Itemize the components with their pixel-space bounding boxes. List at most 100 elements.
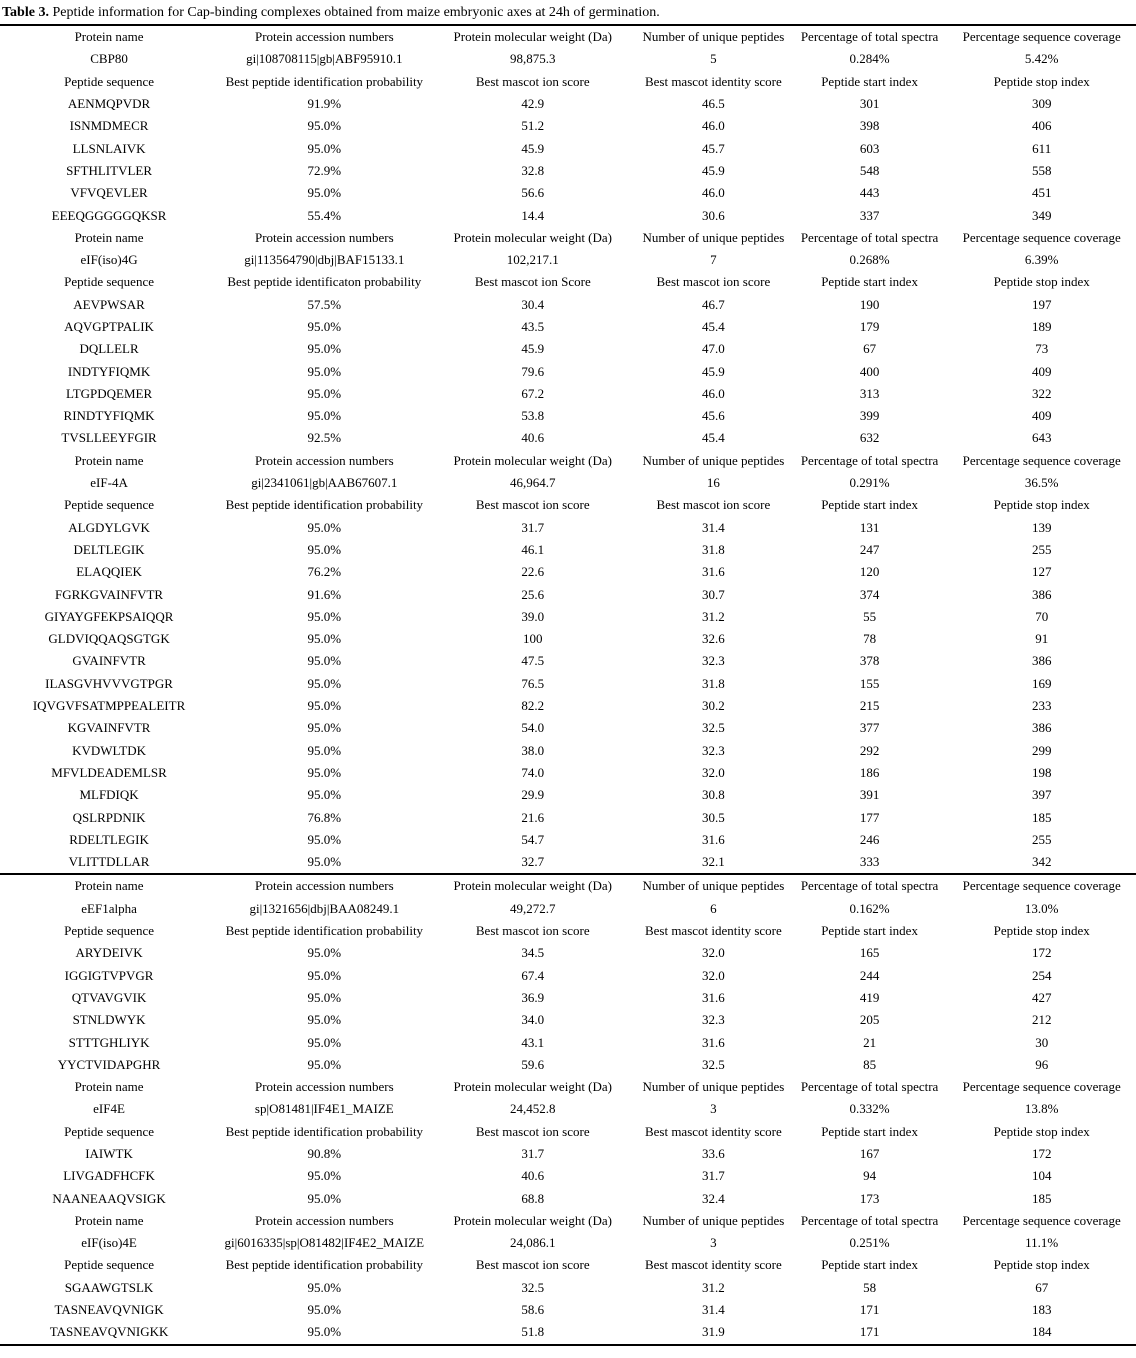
protein-info-cell: 6.39% — [1024, 252, 1059, 268]
peptide-value-cell: 255 — [1031, 541, 1052, 557]
peptide-value-cell: 45.9 — [702, 363, 725, 379]
peptide-value-cell: 399 — [859, 408, 880, 424]
peptide-header-row: Peptide sequence Best peptide identificat… — [0, 1254, 1136, 1276]
peptide-value-cell: 74.0 — [521, 764, 545, 780]
peptide-value-cell: 397 — [1031, 787, 1052, 803]
peptide-value-cell: 643 — [1031, 430, 1052, 446]
peptide-value-cell: 79.6 — [521, 363, 545, 379]
protein-info-cell: 102,217.1 — [506, 252, 559, 268]
peptide-column-header-cell: Peptide start index — [821, 1123, 918, 1139]
peptide-sequence-cell: STNLDWYK — [72, 1012, 146, 1028]
protein-info-row: eIF4E sp|O81481|IF4E1_MAIZE 24,452.8 3 0.332… — [0, 1098, 1136, 1120]
column-header-cell: Percentage of total spectra — [791, 873, 948, 898]
peptide-value-cell: 172 — [1031, 945, 1052, 961]
protein-name-cell: eIF-4A — [90, 475, 128, 491]
section-header-row: Protein name Protein accession numbers Pro… — [0, 1210, 1136, 1232]
peptide-value-cell: 31.6 — [702, 831, 725, 847]
protein-info-cell: 3 — [710, 1101, 717, 1117]
peptide-value-cell: 30.7 — [702, 586, 725, 602]
peptide-data-row: STTTGHLIYK 95.0% 43.1 31.6 21 30 — [0, 1031, 1136, 1053]
peptide-value-cell: 91 — [1035, 631, 1049, 647]
peptide-value-cell: 51.8 — [521, 1324, 545, 1340]
peptide-value-cell: 32.4 — [702, 1190, 725, 1206]
peptide-data-row: MFVLDEADEMLSR 95.0% 74.0 32.0 186 198 — [0, 762, 1136, 784]
peptide-value-cell: 95.0% — [307, 720, 342, 736]
peptide-value-cell: 53.8 — [521, 408, 545, 424]
peptide-sequence-cell: NAANEAAQVSIGK — [52, 1190, 166, 1206]
peptide-header-row: Peptide sequence Best peptide identificat… — [0, 920, 1136, 942]
peptide-column-header-cell: Peptide stop index — [993, 274, 1090, 290]
peptide-value-cell: 427 — [1031, 989, 1052, 1005]
peptide-value-cell: 246 — [859, 831, 880, 847]
protein-info-cell: gi|6016335|sp|O81482|IF4E2_MAIZE — [224, 1235, 425, 1251]
peptide-value-cell: 42.9 — [521, 96, 545, 112]
peptide-value-cell: 95.0% — [307, 831, 342, 847]
peptide-column-header-cell: Peptide start index — [821, 1257, 918, 1273]
peptide-data-row: TASNEAVQVNIGK 95.0% 58.6 31.4 171 183 — [0, 1299, 1136, 1321]
peptide-value-cell: 171 — [859, 1302, 880, 1318]
peptide-value-cell: 82.2 — [521, 698, 545, 714]
peptide-column-header-cell: Best mascot identity score — [644, 73, 782, 89]
protein-info-row: eIF-4A gi|2341061|gb|AAB67607.1 46,964.7 16… — [0, 472, 1136, 494]
peptide-data-row: ILASGVHVVVGTPGR 95.0% 76.5 31.8 155 169 — [0, 673, 1136, 695]
peptide-value-cell: 95.0% — [307, 140, 342, 156]
peptide-value-cell: 72.9% — [307, 162, 342, 178]
peptide-value-cell: 31.6 — [702, 564, 725, 580]
peptide-value-cell: 58 — [863, 1279, 877, 1295]
peptide-column-header-cell: Peptide sequence — [64, 274, 154, 290]
column-header-cell: Protein name — [74, 452, 144, 468]
peptide-value-cell: 56.6 — [521, 185, 545, 201]
peptide-value-cell: 31.2 — [702, 1279, 725, 1295]
peptide-value-cell: 104 — [1031, 1168, 1052, 1184]
column-header-cell: Protein molecular weight (Da) — [453, 1079, 612, 1095]
protein-name-cell: eIF4E — [93, 1101, 125, 1117]
peptide-value-cell: 398 — [859, 118, 880, 134]
peptide-value-cell: 377 — [859, 720, 880, 736]
column-header-cell: Percentage of total spectra — [800, 229, 939, 245]
column-header-cell: Number of unique peptides — [642, 229, 785, 245]
peptide-value-cell: 30.6 — [702, 207, 725, 223]
peptide-value-cell: 244 — [859, 967, 880, 983]
column-header-cell: Protein name — [74, 1079, 144, 1095]
peptide-value-cell: 51.2 — [521, 118, 545, 134]
peptide-value-cell: 189 — [1031, 319, 1052, 334]
peptide-value-cell: 91.9% — [307, 96, 342, 112]
peptide-value-cell: 70 — [1035, 608, 1049, 624]
peptide-value-cell: 409 — [1031, 408, 1052, 424]
peptide-sequence-cell: KGVAINFVTR — [67, 720, 151, 736]
peptide-value-cell: 46.0 — [702, 385, 725, 401]
peptide-data-row: ARYDEIVK 95.0% 34.5 32.0 165 172 — [0, 942, 1136, 964]
peptide-value-cell: 45.9 — [521, 341, 545, 357]
peptide-value-cell: 36.9 — [521, 989, 545, 1005]
peptide-sequence-cell: STTTGHLIYK — [68, 1034, 150, 1050]
peptide-value-cell: 190 — [859, 296, 880, 312]
peptide-value-cell: 31.6 — [702, 989, 725, 1005]
peptide-table-body: Protein name Protein accession numbers Pro… — [0, 25, 1136, 1345]
peptide-value-cell: 95.0% — [307, 675, 342, 691]
section-header-row: Protein name Protein accession numbers Pro… — [0, 1076, 1136, 1098]
peptide-data-row: TASNEAVQVNIGKK 95.0% 51.8 31.9 171 184 — [0, 1321, 1136, 1344]
peptide-value-cell: 30 — [1035, 1034, 1049, 1050]
peptide-value-cell: 43.1 — [521, 1034, 545, 1050]
peptide-value-cell: 96 — [1035, 1056, 1049, 1072]
protein-info-cell: gi|2341061|gb|AAB67607.1 — [251, 475, 398, 491]
peptide-value-cell: 172 — [1031, 1145, 1052, 1161]
peptide-column-header-cell: Peptide start index — [821, 923, 918, 939]
peptide-value-cell: 92.5% — [307, 430, 342, 446]
peptide-value-cell: 386 — [1031, 653, 1052, 669]
column-header-cell: Protein accession numbers — [255, 1212, 394, 1228]
protein-info-cell: 49,272.7 — [510, 900, 556, 916]
peptide-value-cell: 32.3 — [702, 1012, 725, 1028]
peptide-value-cell: 177 — [859, 809, 880, 825]
protein-info-cell: 24,086.1 — [510, 1235, 556, 1251]
peptide-data-row: IQVGVFSATMPPEALEITR 95.0% 82.2 30.2 215 233 — [0, 695, 1136, 717]
peptide-value-cell: 197 — [1031, 296, 1052, 312]
peptide-sequence-cell: ALGDYLGVK — [68, 519, 150, 535]
peptide-value-cell: 391 — [859, 787, 880, 803]
peptide-sequence-cell: AEVPWSAR — [73, 296, 145, 312]
peptide-value-cell: 185 — [1031, 1190, 1052, 1206]
peptide-sequence-cell: MLFDIQK — [79, 787, 139, 803]
peptide-value-cell: 38.0 — [521, 742, 545, 758]
column-header-cell: Number of unique peptides — [642, 1079, 785, 1095]
peptide-data-row: YYCTVIDAPGHR 95.0% 59.6 32.5 85 96 — [0, 1054, 1136, 1076]
